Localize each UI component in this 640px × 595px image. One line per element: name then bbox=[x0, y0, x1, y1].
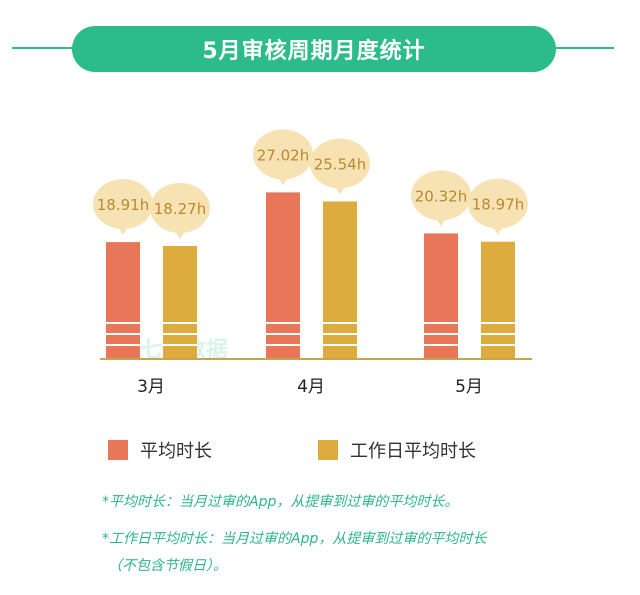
x-tick-label: 5月 bbox=[455, 377, 483, 397]
label-bubble-tail bbox=[174, 229, 186, 240]
bar-stripe bbox=[481, 333, 515, 335]
label-bubble-tail bbox=[334, 184, 346, 195]
bar-workday-2 bbox=[481, 241, 515, 358]
note-workday: *工作日平均时长：当月过审的App，从提审到过审的平均时长 bbox=[102, 531, 487, 547]
label-bubble bbox=[468, 178, 528, 229]
data-label: 27.02h bbox=[257, 146, 309, 164]
label-bubble-tail bbox=[435, 216, 447, 227]
bar-stripe bbox=[424, 322, 458, 324]
data-label: 25.54h bbox=[314, 155, 366, 173]
bar-stripe bbox=[323, 322, 357, 324]
bar-stripe bbox=[163, 322, 197, 324]
x-tick-label: 3月 bbox=[137, 377, 165, 397]
legend-swatch-workday bbox=[318, 440, 338, 460]
data-label: 18.91h bbox=[97, 196, 149, 214]
legend-item-avg: 平均时长 bbox=[108, 437, 212, 463]
data-label: 20.32h bbox=[415, 187, 467, 205]
label-bubble-tail bbox=[492, 224, 504, 235]
bar-stripe bbox=[106, 344, 140, 346]
label-bubble bbox=[93, 179, 153, 230]
bar-stripe bbox=[481, 322, 515, 324]
bar-stripe bbox=[106, 333, 140, 335]
label-bubble-tail bbox=[277, 175, 289, 186]
legend-label-workday: 工作日平均时长 bbox=[350, 441, 476, 462]
note-avg: *平均时长：当月过审的App，从提审到过审的平均时长。 bbox=[102, 494, 459, 510]
bar-avg-2 bbox=[424, 233, 458, 358]
chart-title: 5月审核周期月度统计 bbox=[72, 26, 556, 72]
label-bubble bbox=[411, 170, 471, 221]
legend-label-avg: 平均时长 bbox=[140, 441, 212, 462]
title-line-left bbox=[12, 47, 78, 49]
bar-chart: 七麦数据18.91h18.27h3月27.02h25.54h4月20.32h18… bbox=[93, 129, 532, 397]
bar-stripe bbox=[163, 344, 197, 346]
note-holiday: （不包含节假日）。 bbox=[108, 558, 227, 574]
bar-stripe bbox=[481, 344, 515, 346]
bar-stripe bbox=[266, 333, 300, 335]
bar-avg-0 bbox=[106, 242, 140, 358]
bar-stripe bbox=[163, 333, 197, 335]
bar-workday-1 bbox=[323, 201, 357, 358]
x-tick-label: 4月 bbox=[297, 377, 325, 397]
data-label: 18.27h bbox=[154, 200, 206, 218]
bar-stripe bbox=[424, 333, 458, 335]
bar-stripe bbox=[424, 344, 458, 346]
title-line-right bbox=[550, 47, 614, 49]
data-label: 18.97h bbox=[472, 196, 524, 214]
legend-swatch-avg bbox=[108, 440, 128, 460]
bar-avg-1 bbox=[266, 192, 300, 358]
bar-stripe bbox=[266, 344, 300, 346]
bar-stripe bbox=[323, 344, 357, 346]
bar-stripe bbox=[106, 322, 140, 324]
bar-stripe bbox=[323, 333, 357, 335]
bar-workday-0 bbox=[163, 246, 197, 358]
bar-stripe bbox=[266, 322, 300, 324]
label-bubble-tail bbox=[117, 225, 129, 236]
label-bubble bbox=[310, 138, 370, 189]
legend-item-workday: 工作日平均时长 bbox=[318, 437, 476, 463]
label-bubble bbox=[253, 129, 313, 180]
label-bubble bbox=[150, 183, 210, 234]
